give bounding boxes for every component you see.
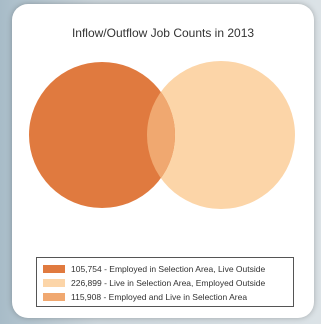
legend: 105,754 - Employed in Selection Area, Li… — [36, 257, 294, 307]
legend-item: 226,899 - Live in Selection Area, Employ… — [43, 276, 287, 289]
legend-swatch — [43, 278, 65, 287]
chart-title: Inflow/Outflow Job Counts in 2013 — [71, 26, 255, 40]
legend-label: 115,908 - Employed and Live in Selection… — [71, 291, 248, 302]
legend-label: 226,899 - Live in Selection Area, Employ… — [71, 277, 266, 288]
venn-circle-employed-in-area — [29, 62, 175, 208]
legend-swatch — [43, 292, 65, 301]
legend-item: 115,908 - Employed and Live in Selection… — [43, 290, 287, 303]
inflow-outflow-card: Inflow/Outflow Job Counts in 2013 105,75… — [12, 4, 314, 318]
legend-item: 105,754 - Employed in Selection Area, Li… — [43, 262, 287, 275]
legend-swatch — [43, 264, 65, 273]
venn-circle-live-in-area — [147, 61, 295, 209]
venn-diagram — [29, 61, 295, 209]
legend-label: 105,754 - Employed in Selection Area, Li… — [71, 263, 266, 274]
